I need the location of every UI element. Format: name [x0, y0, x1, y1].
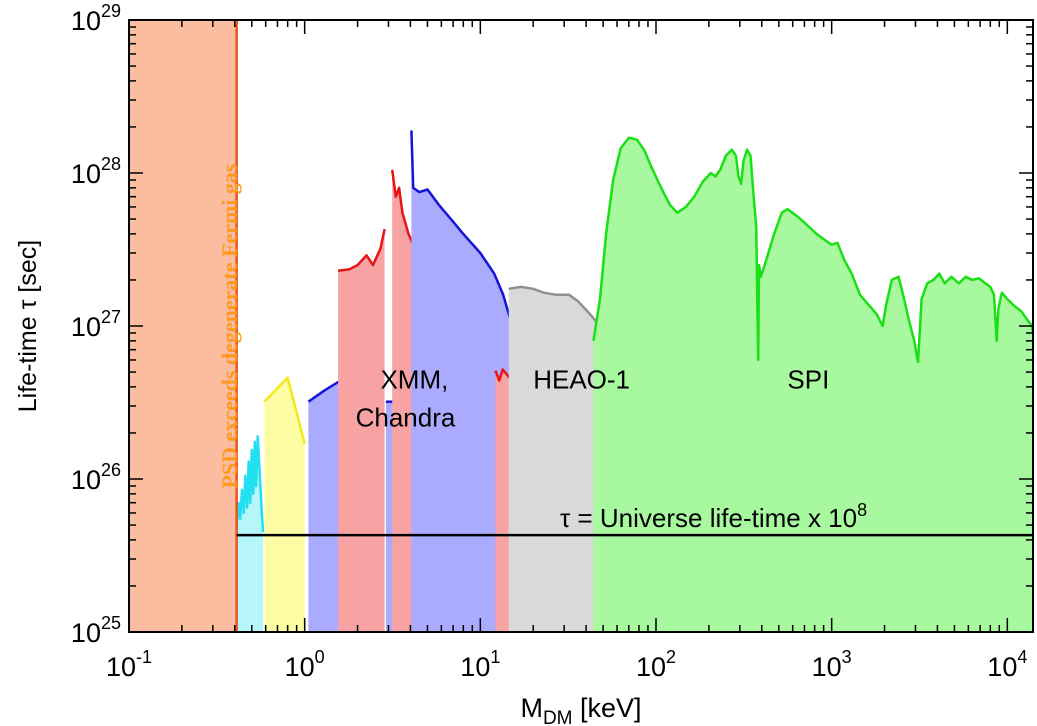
y-axis-label: Life-time τ [sec] [14, 240, 42, 412]
excluded-region-fill [129, 20, 237, 632]
region-label-xmm: Chandra [356, 403, 456, 433]
x-tick-label: 104 [987, 647, 1027, 682]
axis-ticks [128, 19, 1033, 633]
line-cyan [235, 435, 265, 533]
area-red-xmm [338, 229, 385, 632]
region-label-spi: SPI [787, 365, 829, 395]
area-blue-low [308, 380, 341, 632]
reference-line-label: τ = Universe life-time x 108 [560, 500, 867, 533]
excluded-region-label: PSD exceeds degenerate Fermi gas [217, 163, 242, 488]
y-tick-label: 1027 [71, 307, 121, 342]
y-tick-label: 1029 [71, 1, 121, 36]
line-yellow [263, 376, 306, 445]
chart-areas [235, 130, 1033, 632]
x-tick-label: 10-1 [106, 647, 152, 682]
region-labels: XMM, Chandra HEAO-1 SPI [356, 365, 830, 433]
reference-line-group: τ = Universe life-time x 108 [236, 500, 1033, 537]
tick-labels: 10-1 100 101 102 103 104 1025 1026 1027 1028 1029 [71, 1, 1027, 682]
y-tick-label: 1028 [71, 154, 121, 189]
excluded-region: PSD exceeds degenerate Fermi gas [129, 20, 242, 632]
region-label-xmm: XMM, [380, 365, 448, 395]
line-spi [592, 136, 1033, 364]
area-blue-mid [385, 401, 394, 632]
region-label-heao: HEAO-1 [533, 365, 630, 395]
y-tick-label: 1026 [71, 460, 121, 495]
area-red-small [495, 369, 510, 632]
x-tick-label: 102 [636, 647, 676, 682]
x-tick-label: 103 [812, 647, 852, 682]
line-red-xmm [337, 228, 386, 272]
x-tick-label: 100 [285, 647, 325, 682]
y-tick-label: 1025 [71, 613, 121, 648]
line-red-small [494, 368, 511, 382]
area-yellow [264, 377, 305, 632]
area-spi [593, 137, 1033, 632]
x-axis-label: MDM [keV] [520, 693, 641, 726]
x-tick-label: 101 [460, 647, 500, 682]
line-blue-low [307, 379, 342, 403]
